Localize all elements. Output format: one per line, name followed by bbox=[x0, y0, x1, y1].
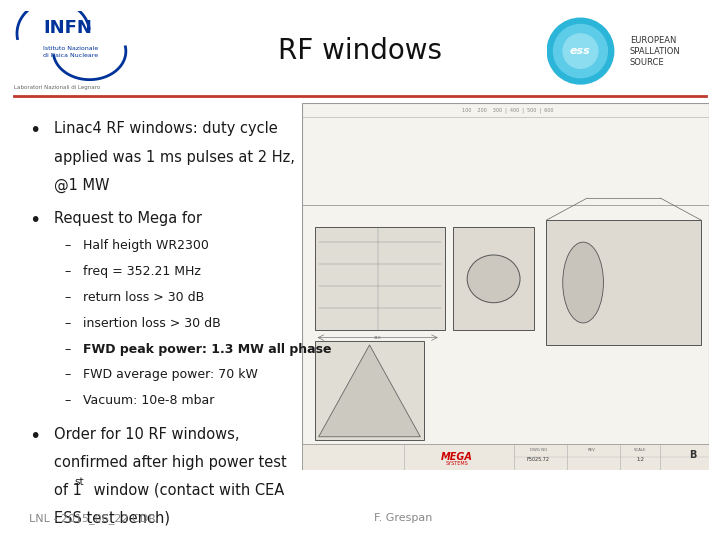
Text: B: B bbox=[689, 450, 697, 460]
Text: INFN: INFN bbox=[43, 19, 91, 37]
Text: Linac4 RF windows: duty cycle: Linac4 RF windows: duty cycle bbox=[54, 122, 278, 137]
Text: FWD peak power: 1.3 MW all phase: FWD peak power: 1.3 MW all phase bbox=[83, 342, 331, 355]
Bar bbox=[453, 227, 534, 330]
Text: –: – bbox=[65, 291, 71, 304]
Text: SYSTEMS: SYSTEMS bbox=[446, 461, 468, 465]
Text: F. Grespan: F. Grespan bbox=[374, 513, 433, 523]
Circle shape bbox=[563, 34, 598, 68]
Circle shape bbox=[547, 18, 613, 84]
Text: confirmed after high power test: confirmed after high power test bbox=[54, 455, 287, 470]
Text: F5025.72: F5025.72 bbox=[527, 457, 550, 462]
Text: return loss > 30 dB: return loss > 30 dB bbox=[83, 291, 204, 304]
Text: –: – bbox=[65, 317, 71, 330]
Text: •: • bbox=[29, 427, 40, 446]
Text: applied was 1 ms pulses at 2 Hz,: applied was 1 ms pulses at 2 Hz, bbox=[54, 150, 295, 165]
Text: REV: REV bbox=[588, 448, 595, 451]
Text: –: – bbox=[65, 265, 71, 278]
Text: of 1: of 1 bbox=[54, 483, 82, 498]
Text: EUROPEAN: EUROPEAN bbox=[630, 36, 676, 45]
Text: –: – bbox=[65, 342, 71, 355]
Text: •: • bbox=[29, 122, 40, 140]
Text: ESS test bench): ESS test bench) bbox=[54, 511, 170, 526]
Polygon shape bbox=[319, 345, 420, 437]
Bar bbox=[315, 227, 445, 330]
Text: Vacuum: 10e-8 mbar: Vacuum: 10e-8 mbar bbox=[83, 394, 214, 407]
Text: Half heigth WR2300: Half heigth WR2300 bbox=[83, 239, 209, 252]
Text: Request to Mega for: Request to Mega for bbox=[54, 211, 202, 226]
Text: DWG NO: DWG NO bbox=[530, 448, 547, 451]
Text: LNL - 2015_06_22 CDR: LNL - 2015_06_22 CDR bbox=[29, 513, 156, 524]
Text: –: – bbox=[65, 394, 71, 407]
Circle shape bbox=[467, 255, 520, 303]
Text: ess: ess bbox=[570, 46, 591, 56]
Text: 1:2: 1:2 bbox=[636, 457, 644, 462]
Bar bbox=[546, 220, 701, 345]
Text: FWD average power: 70 kW: FWD average power: 70 kW bbox=[83, 368, 258, 381]
Text: SCALE: SCALE bbox=[634, 448, 647, 451]
Bar bbox=[315, 341, 425, 441]
Text: 100    200    300  |  400  |  500  |  600: 100 200 300 | 400 | 500 | 600 bbox=[459, 107, 553, 113]
Text: –: – bbox=[65, 239, 71, 252]
Text: MEGA: MEGA bbox=[441, 452, 473, 462]
Text: 110: 110 bbox=[374, 336, 382, 340]
Text: RF windows: RF windows bbox=[278, 37, 442, 65]
Text: SPALLATION: SPALLATION bbox=[630, 47, 680, 56]
Text: Laboratori Nazionali di Legnaro: Laboratori Nazionali di Legnaro bbox=[14, 85, 101, 90]
Text: insertion loss > 30 dB: insertion loss > 30 dB bbox=[83, 317, 220, 330]
Circle shape bbox=[554, 24, 608, 78]
Text: Order for 10 RF windows,: Order for 10 RF windows, bbox=[54, 427, 240, 442]
Text: @1 MW: @1 MW bbox=[54, 178, 109, 193]
Ellipse shape bbox=[563, 242, 603, 323]
Text: •: • bbox=[29, 211, 40, 230]
Text: SOURCE: SOURCE bbox=[630, 58, 665, 66]
Bar bbox=[302, 444, 709, 470]
Text: freq = 352.21 MHz: freq = 352.21 MHz bbox=[83, 265, 201, 278]
Text: Istituto Nazionale
di Fisica Nucleare: Istituto Nazionale di Fisica Nucleare bbox=[43, 46, 98, 58]
Text: –: – bbox=[65, 368, 71, 381]
Text: window (contact with CEA: window (contact with CEA bbox=[89, 483, 284, 498]
Text: st: st bbox=[74, 477, 84, 487]
